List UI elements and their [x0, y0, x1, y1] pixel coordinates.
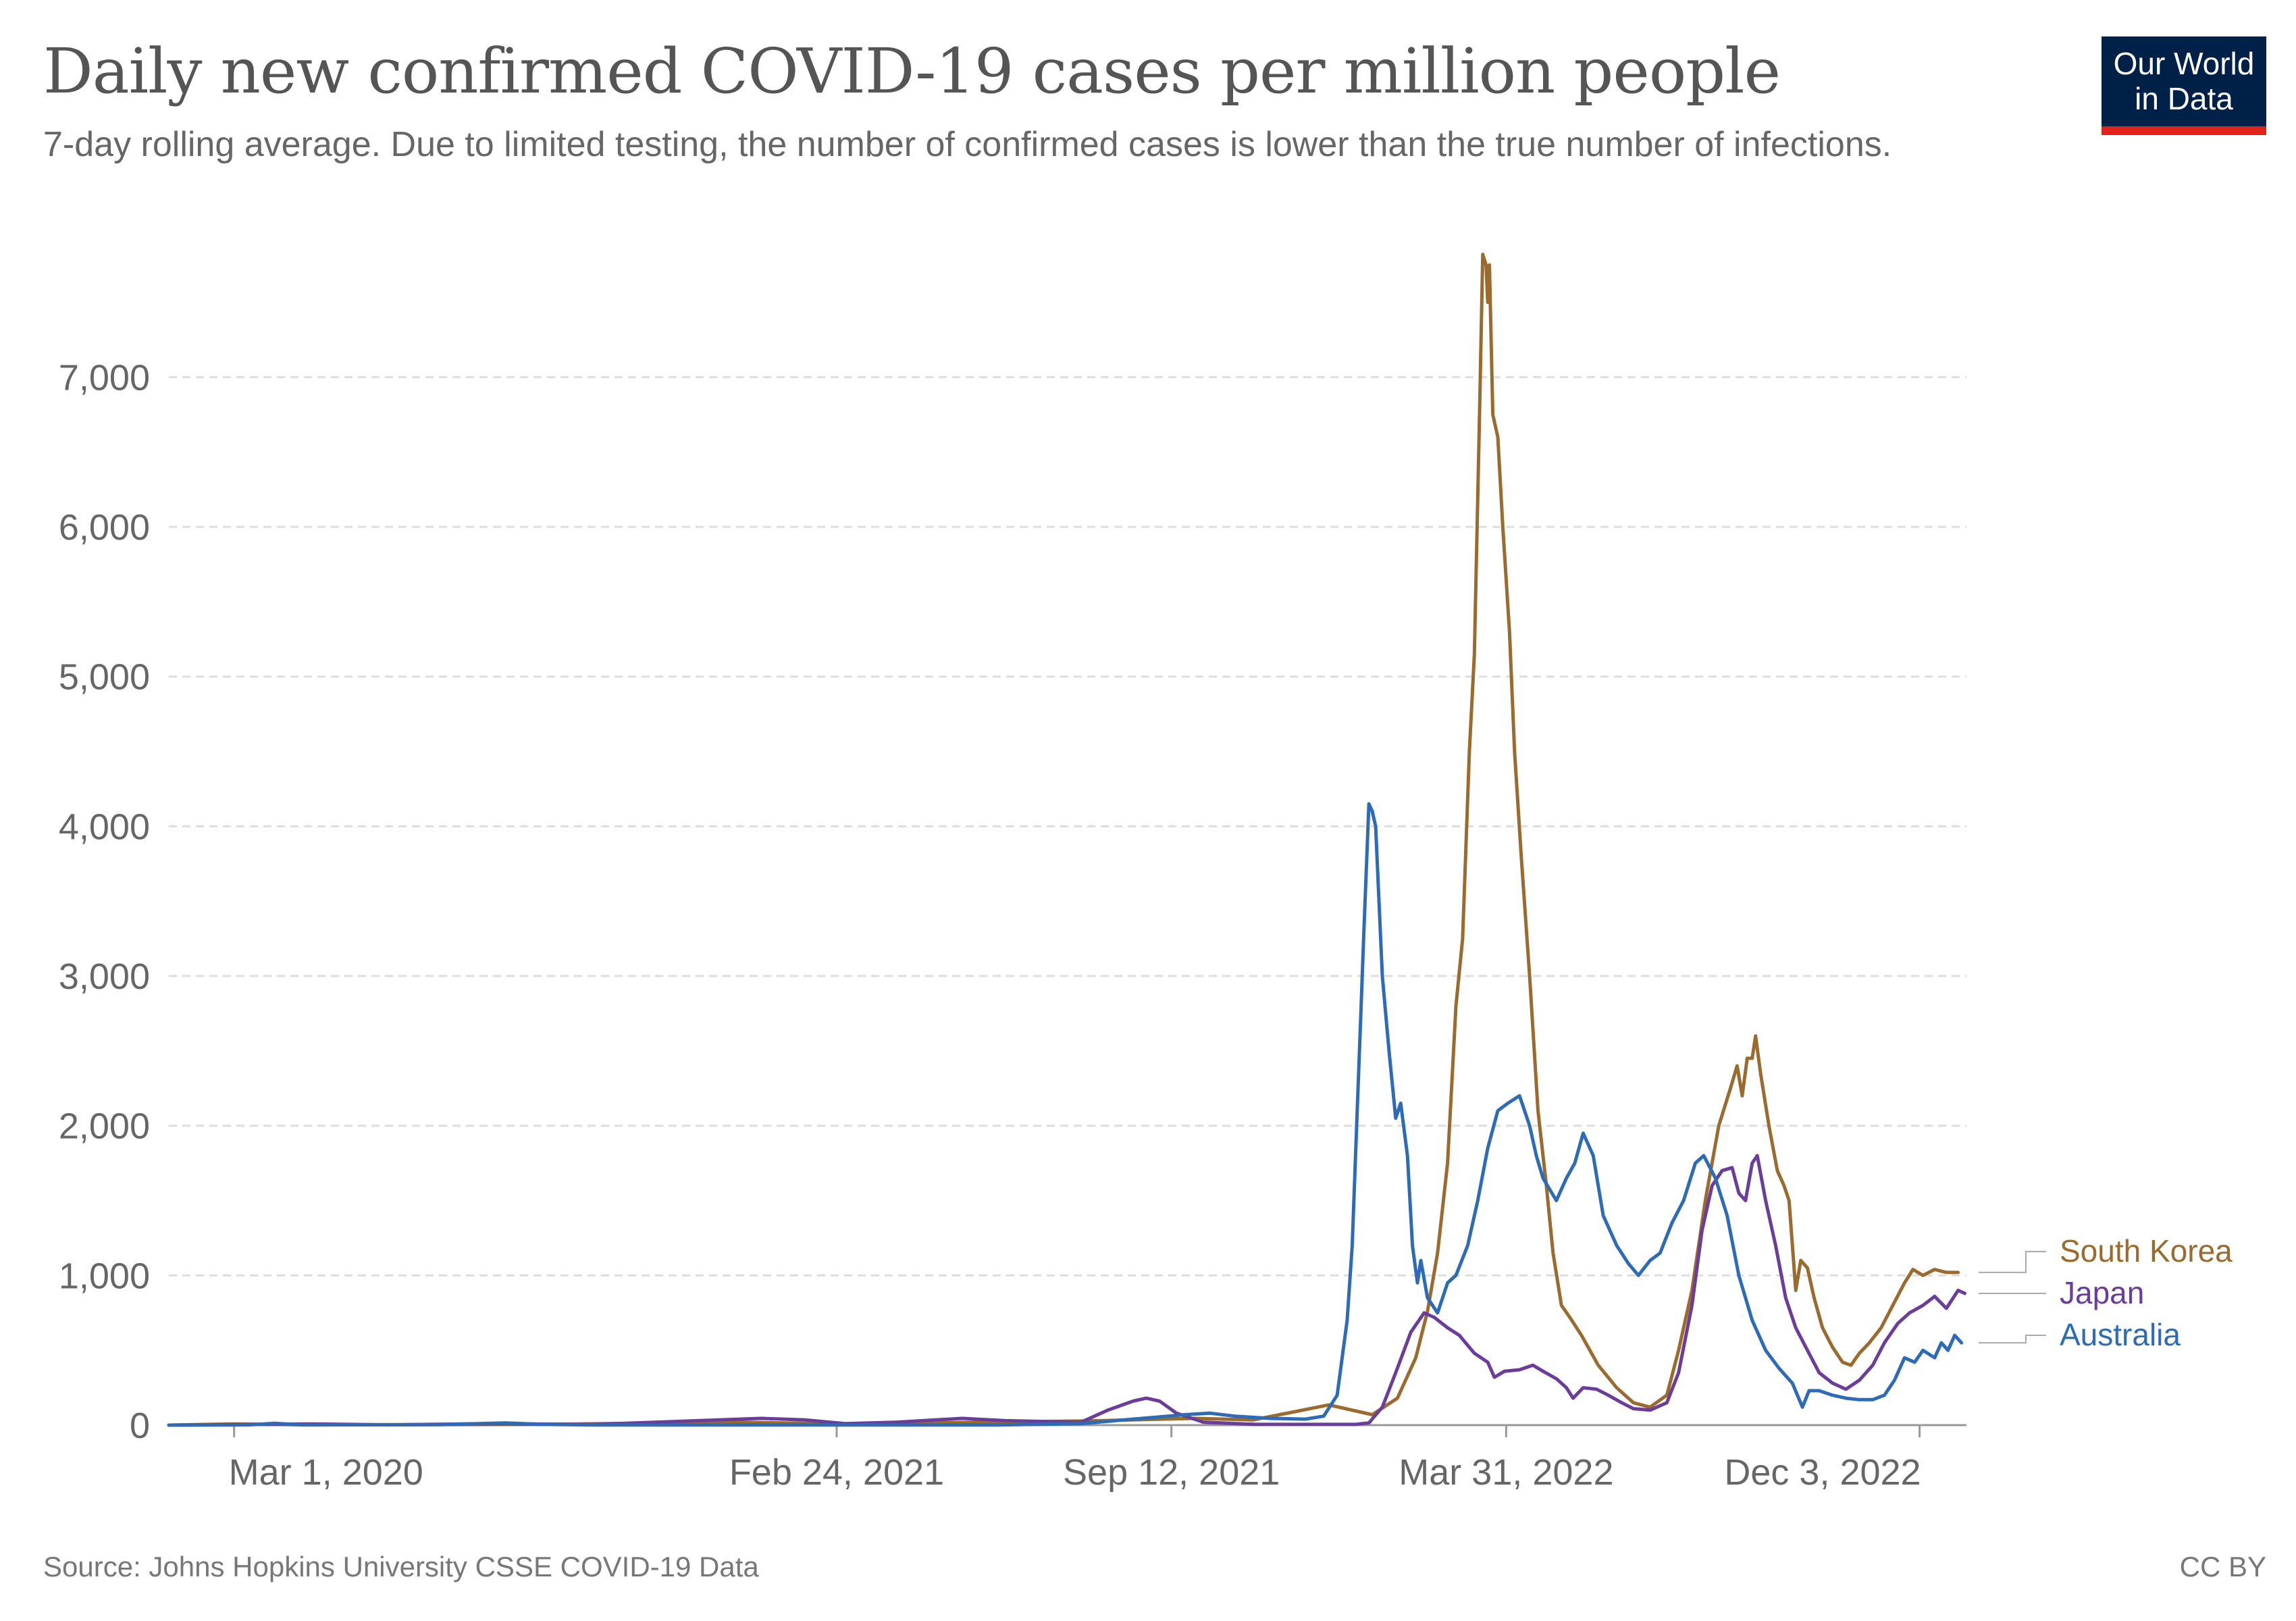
x-tick-label: Dec 3, 2022 [1724, 1452, 1921, 1493]
series-line-japan[interactable] [167, 1154, 1966, 1427]
series-line-south-korea[interactable] [167, 253, 1960, 1427]
series-label-australia[interactable]: Australia [2060, 1317, 2181, 1352]
x-axis: Mar 1, 2020 Feb 24, 2021 Sep 12, 2021 Mar 3… [169, 1424, 1966, 1493]
y-tick-label: 6,000 [59, 507, 150, 548]
y-tick-label: 2,000 [59, 1106, 150, 1147]
chart-subtitle: 7-day rolling average. Due to limited te… [43, 125, 1892, 164]
y-tick-label: 7,000 [59, 357, 150, 398]
source-note[interactable]: Source: Johns Hopkins University CSSE CO… [43, 1551, 759, 1583]
series-label-south-korea[interactable]: South Korea [2060, 1233, 2233, 1268]
y-tick-label: 1,000 [59, 1256, 150, 1296]
x-tick-label: Mar 31, 2022 [1399, 1452, 1613, 1493]
license-note[interactable]: CC BY [2179, 1551, 2266, 1583]
x-tick-label: Feb 24, 2021 [729, 1452, 944, 1493]
label-connector [1979, 1251, 2046, 1273]
series-end-labels[interactable]: South Korea Japan Australia [1979, 1233, 2233, 1352]
logo-line-2: in Data [2135, 81, 2233, 116]
owid-logo[interactable]: Our World in Data [2102, 36, 2266, 135]
x-tick-label: Mar 1, 2020 [229, 1452, 423, 1493]
logo-line-1: Our World [2113, 46, 2255, 81]
y-gridlines [169, 376, 1966, 1277]
series-lines[interactable] [167, 253, 1966, 1427]
y-tick-label: 5,000 [59, 657, 150, 698]
y-tick-label: 3,000 [59, 956, 150, 997]
chart-title: Daily new confirmed COVID-19 cases per m… [43, 35, 1781, 107]
y-tick-label: 4,000 [59, 806, 150, 847]
y-axis-tick-labels: 0 1,000 2,000 3,000 4,000 5,000 6,000 7,000 [59, 357, 150, 1446]
series-line-australia[interactable] [167, 802, 1964, 1427]
series-label-japan[interactable]: Japan [2060, 1275, 2144, 1310]
y-tick-label: 0 [130, 1406, 150, 1446]
label-connector [1979, 1335, 2046, 1344]
x-tick-label: Sep 12, 2021 [1063, 1452, 1280, 1493]
